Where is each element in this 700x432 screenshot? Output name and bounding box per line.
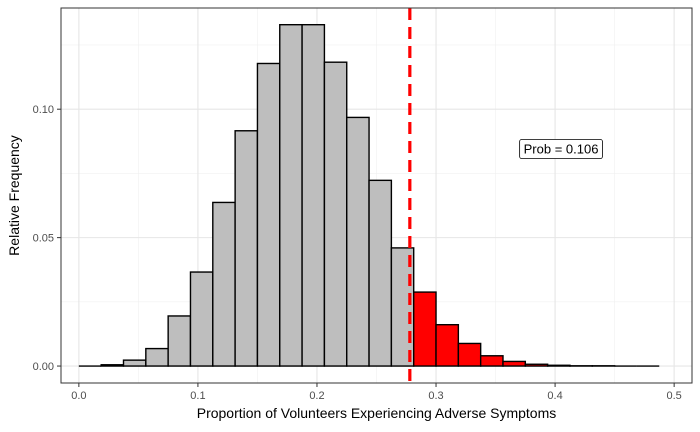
histogram-bar [323,61,348,367]
histogram-bars [78,23,660,367]
x-tick-label: 0.0 [71,390,86,402]
histogram-bar [457,342,482,367]
y-axis-title: Relative Frequency [6,135,22,256]
histogram-bar [145,347,169,367]
y-tick-label: 0.00 [33,361,54,373]
axis-ticks: 0.0 0.1 0.2 0.3 0.4 0.5 0.00 0.05 0.10 [33,104,682,402]
x-tick-label: 0.1 [190,390,205,402]
histogram-bar [368,179,393,367]
x-axis-title: Proportion of Volunteers Experiencing Ad… [197,405,557,421]
histogram-bar [479,355,504,367]
histogram-bar [546,364,571,367]
x-tick-label: 0.5 [666,390,681,402]
histogram-bar [413,291,437,367]
x-tick-label: 0.2 [309,390,324,402]
histogram-bar [212,201,236,367]
histogram-bar [346,116,370,367]
histogram-bar [100,364,125,367]
histogram-bar [256,62,281,367]
annotation-box [519,139,603,159]
histogram-bar [167,315,192,367]
x-tick-label: 0.3 [428,390,443,402]
y-tick-label: 0.10 [33,104,54,116]
y-tick-label: 0.05 [33,233,54,245]
annotation-group: Prob = 0.106 [519,139,603,159]
histogram-bar [435,323,460,367]
histogram-bar [301,23,326,367]
panel-border [60,7,693,384]
histogram-bar [122,359,147,367]
histogram-bar [502,360,527,367]
histogram-bar [189,271,214,367]
annotation-label: Prob = 0.106 [524,142,599,157]
histogram-bar [524,363,549,367]
x-tick-label: 0.4 [547,390,562,402]
histogram-bar [234,130,259,367]
histogram-bar [279,23,303,367]
